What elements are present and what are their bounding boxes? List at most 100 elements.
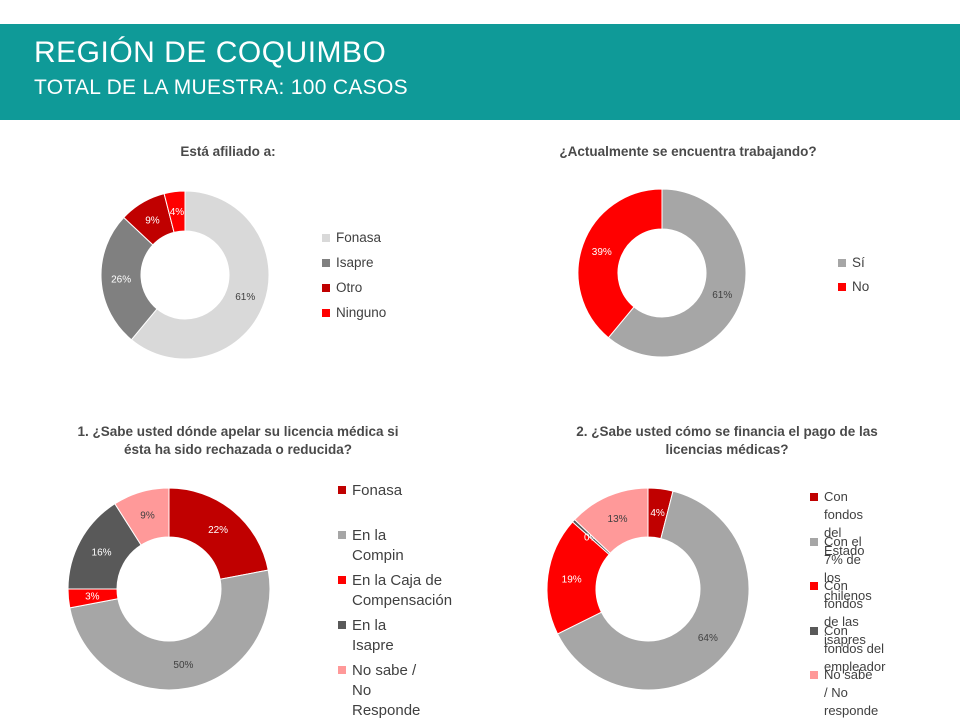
legend-swatch [810,537,818,546]
legend-swatch [338,576,346,584]
data-label: 9% [145,215,160,226]
data-label: 39% [592,247,612,258]
data-label: 4% [170,207,185,218]
chart-title: 1. ¿Sabe usted dónde apelar su licencia … [38,423,438,459]
legend-label-line: Con fondos del [824,489,864,540]
data-label: 9% [140,511,155,522]
legend-label-line: isapres [824,632,866,647]
legend-label-line: Fonasa [336,230,382,245]
legend-label: No sabe / No Responde [352,661,420,721]
legend-label-line: Con fondos del [824,622,884,656]
legend-item: Ninguno [322,304,386,323]
legend-item: En la Compin [338,526,404,566]
legend-label: Otro [336,279,362,298]
legend-item: Isapre [322,254,374,273]
legend-label: Con el 7% de los chilenos [824,533,872,605]
legend-label-line: Sí [852,255,865,270]
slice-ninguno [163,190,186,233]
legend-label: En la Compin [352,526,404,566]
legend-swatch [810,626,818,635]
legend-swatch [338,486,346,494]
chart-title: ¿Actualmente se encuentra trabajando? [518,143,858,161]
legend-label: Con fondos del Estado [824,488,864,560]
legend-swatch [810,493,818,501]
legend-item: En la Isapre [338,616,394,656]
legend-label-line: Responde [352,702,421,719]
legend-label-line: Compensación [352,592,453,609]
legend-label: No [852,278,869,297]
chart-title-line: ¿Actualmente se encuentra trabajando? [559,144,817,159]
legend-item: Con fondos del Estado [810,488,864,560]
slice-en-la-compin [69,569,271,691]
legend-label-line: chilenos [824,587,872,603]
legend-label-line: No sabe / No [824,667,873,700]
legend-label: En la Caja de Compensación [352,571,452,611]
legend-label: Fonasa [336,229,381,248]
legend-swatch [322,259,330,267]
legend-label: En la Isapre [352,616,394,656]
data-label: 61% [235,292,255,303]
data-label: 19% [562,574,582,585]
legend-swatch [838,259,846,267]
legend-label-line: En la Caja de [352,572,443,589]
chart-title: Está afiliado a: [78,143,378,161]
legend-item: Con el 7% de los chilenos [810,533,872,605]
legend-label-line: empleador [824,658,886,674]
legend-item: Sí [838,254,865,273]
data-label: 0% [584,532,599,543]
legend-item: No sabe / No responde [810,666,878,720]
legend-label: Ninguno [336,304,386,323]
legend-swatch [338,666,346,674]
chart-title-line: 1. ¿Sabe usted dónde apelar su licencia … [77,424,399,439]
legend-swatch [322,309,330,317]
legend-item: Fonasa [338,481,402,501]
legend-label: Con fondos del empleador [824,622,885,676]
legend-swatch [338,621,346,629]
legend-item: Con fondos del empleador [810,622,885,676]
legend-label-line: En la Compin [352,527,404,564]
legend-swatch [810,582,818,590]
legend-label-line: Estado [824,543,865,558]
legend-label-line: No sabe / No [352,662,417,699]
slice-con-el-7-de-los-chilenos [556,490,750,691]
legend-item: Otro [322,279,362,298]
slice-no [577,188,663,339]
slice-fonasa [130,190,270,360]
legend-label-line: Con fondos de las [824,578,864,629]
legend-label-line: Con el 7% de los [824,533,862,585]
legend-label-line: responde [824,703,879,718]
data-label: 61% [712,290,732,301]
legend-label-line: En la Isapre [352,617,394,654]
legend-swatch [322,234,330,242]
page-subtitle: TOTAL DE LA MUESTRA: 100 CASOS [34,76,408,99]
legend-label: No sabe / No responde [824,666,878,720]
chart-title-line: licencias médicas? [665,442,789,457]
legend-label: Sí [852,254,865,273]
slice-no-sabe-no-responde [114,487,170,546]
legend-label-line: No [852,279,870,294]
legend-label-line: Ninguno [336,305,387,320]
legend-label: Con fondos de las isapres [824,577,866,649]
slice-fonasa [168,487,269,580]
legend-label: Isapre [336,254,374,273]
legend-item: Con fondos de las isapres [810,577,866,649]
data-label: 22% [208,525,228,536]
legend-label-line: Otro [336,280,363,295]
chart-title-line: Está afiliado a: [180,144,276,159]
chart-title-line: 2. ¿Sabe usted cómo se financia el pago … [576,424,878,439]
legend-label-line: Fonasa [352,482,403,499]
legend-label-line: Isapre [336,255,374,270]
chart-title-line: ésta ha sido rechazada o reducida? [123,442,353,457]
header-banner: REGIÓN DE COQUIMBO TOTAL DE LA MUESTRA: … [0,24,960,120]
data-label: 16% [92,547,112,558]
legend-swatch [322,284,330,292]
chart-title: 2. ¿Sabe usted cómo se financia el pago … [527,423,927,459]
legend-item: No [838,278,869,297]
data-label: 3% [85,592,100,603]
legend-item: No sabe / No Responde [338,661,420,721]
legend-item: En la Caja de Compensación [338,571,452,611]
